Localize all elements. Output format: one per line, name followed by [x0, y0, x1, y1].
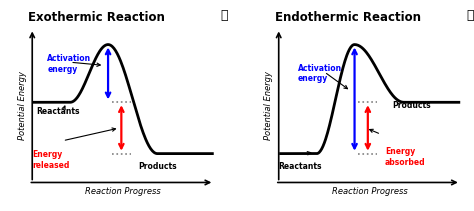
Text: Products: Products	[392, 101, 431, 110]
Text: Endothermic Reaction: Endothermic Reaction	[275, 11, 421, 24]
Text: Exothermic Reaction: Exothermic Reaction	[28, 11, 165, 24]
Text: Energy
released: Energy released	[32, 150, 70, 170]
Text: 🔥: 🔥	[220, 9, 228, 22]
Text: Activation
energy: Activation energy	[47, 54, 91, 74]
Text: Reactants: Reactants	[36, 107, 80, 116]
Text: Activation
energy: Activation energy	[298, 64, 342, 83]
Text: 💎: 💎	[466, 9, 474, 22]
Text: Energy
absorbed: Energy absorbed	[385, 147, 426, 167]
Text: Reaction Progress: Reaction Progress	[332, 187, 408, 196]
Text: Potential Energy: Potential Energy	[18, 71, 27, 140]
Text: Reactants: Reactants	[279, 162, 322, 171]
Text: Reaction Progress: Reaction Progress	[85, 187, 161, 196]
Text: Potential Energy: Potential Energy	[264, 71, 273, 140]
Text: Products: Products	[138, 162, 177, 171]
